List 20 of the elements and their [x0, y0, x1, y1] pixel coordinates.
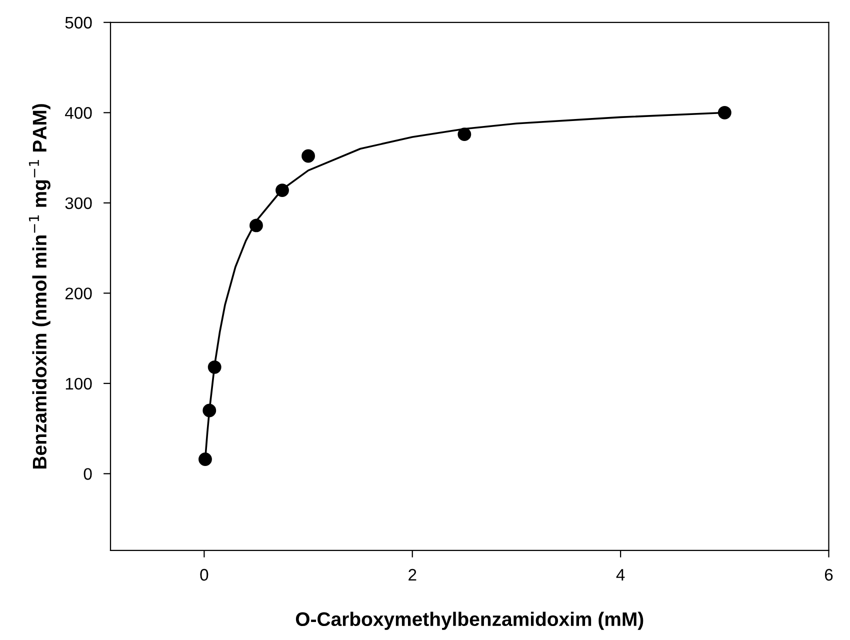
y-tick-label: 100 [66, 378, 92, 390]
y-tick-label: 0 [84, 468, 92, 480]
point [208, 360, 222, 374]
x-tick-label: 4 [616, 569, 625, 581]
y-tick-label: 200 [65, 288, 92, 300]
y-tick-label: 400 [65, 107, 92, 119]
x-tick-label: 2 [408, 568, 416, 581]
x-axis-title: O-Carboxymethylbenzamidoxim (mM) [296, 612, 644, 630]
point [202, 404, 216, 418]
y-axis-title: Benzamidoxim (nmol min$^{−1}$ mg$^{−1}$ PAM) [28, 104, 50, 469]
point [198, 452, 212, 466]
point [302, 149, 315, 163]
x-tick-label: 0 [200, 568, 208, 581]
point [458, 128, 472, 142]
x-tick-label: 6 [824, 568, 833, 581]
point [276, 184, 289, 197]
y-tick-label: 500 [65, 16, 92, 29]
point [718, 106, 732, 120]
point [250, 218, 263, 232]
y-tick-label: 300 [65, 197, 92, 210]
